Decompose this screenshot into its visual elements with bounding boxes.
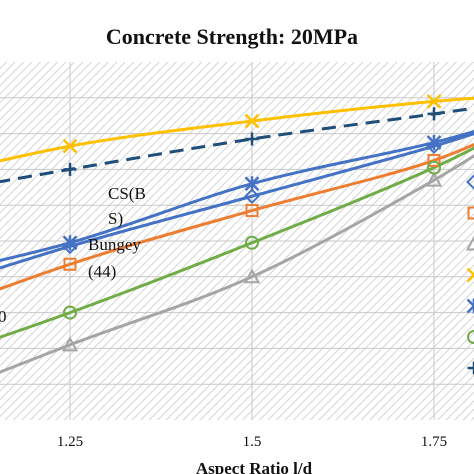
legend-markers [465, 174, 474, 375]
data-point-s7 [63, 162, 77, 176]
x-tick-label: 1.75 [421, 434, 447, 450]
data-point-s7 [427, 107, 441, 121]
chart-title: Concrete Strength: 20MPa [106, 24, 358, 49]
annotation-clipped: 0 [0, 307, 7, 326]
series-line-4 [0, 96, 474, 163]
annotation-cs-line1: CS(B [108, 184, 146, 203]
data-point-s2 [63, 257, 77, 271]
legend-marker-5 [466, 298, 474, 314]
data-point-s4 [426, 93, 442, 109]
data-point-s6 [427, 160, 441, 175]
x-tick-label: 1.5 [243, 434, 262, 450]
series-line-5 [0, 130, 474, 263]
series-lines [0, 96, 474, 374]
data-point-s3 [61, 336, 79, 352]
x-axis-label: Aspect Ratio l/d [196, 459, 313, 474]
data-point-s1 [62, 238, 78, 255]
legend-marker-3 [465, 235, 474, 251]
series-line-6 [0, 146, 474, 339]
annotation-bungey-line1: Bungey [88, 235, 141, 254]
x-tick-label: 1.25 [57, 434, 83, 450]
data-point-s1 [244, 188, 260, 205]
legend-marker-1 [466, 174, 474, 190]
data-point-s1 [426, 138, 442, 155]
legend-marker-2 [467, 206, 474, 220]
data-point-s5 [62, 235, 78, 251]
series-line-7 [0, 106, 474, 184]
data-point-s3 [243, 268, 261, 284]
data-point-s7 [245, 132, 259, 146]
x-tick-labels: 1.25 1.5 1.75 [57, 434, 447, 450]
series-line-1 [0, 132, 474, 270]
data-point-s5 [426, 135, 442, 151]
data-point-s3 [425, 171, 443, 187]
series-markers [61, 93, 443, 352]
annotation-bungey-line2: (44) [88, 262, 116, 281]
data-point-s4 [244, 113, 260, 129]
data-point-s5 [244, 176, 260, 192]
legend-marker-7 [467, 361, 474, 375]
data-point-s2 [245, 204, 259, 218]
series-line-2 [0, 142, 474, 291]
legend-marker-4 [466, 267, 474, 283]
data-point-s6 [245, 235, 259, 250]
data-point-s2 [427, 153, 441, 167]
legend-marker-6 [467, 330, 474, 344]
data-point-s4 [62, 138, 78, 154]
annotation-cs-line2: S) [108, 209, 123, 228]
data-point-s6 [63, 305, 77, 320]
series-line-3 [0, 154, 474, 374]
